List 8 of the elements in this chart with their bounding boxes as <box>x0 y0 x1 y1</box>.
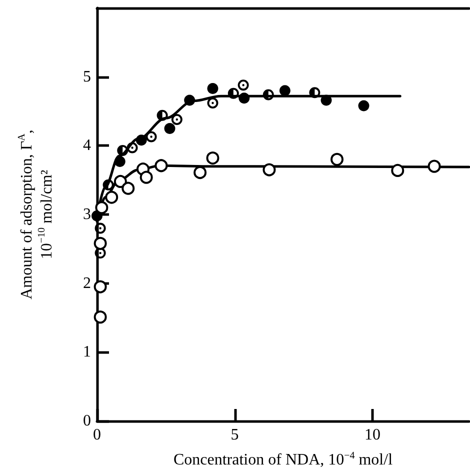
y-tick-label: 5 <box>83 68 91 86</box>
y-tick-label: 1 <box>83 344 91 361</box>
x-tick-label: 10 <box>364 426 381 444</box>
y-tick-label: 2 <box>83 274 91 292</box>
x-tick-label: 5 <box>230 426 239 444</box>
y-tick-label: 4 <box>83 137 91 154</box>
y-tick-label: 3 <box>83 206 91 223</box>
y-tick-label: 0 <box>83 412 91 430</box>
